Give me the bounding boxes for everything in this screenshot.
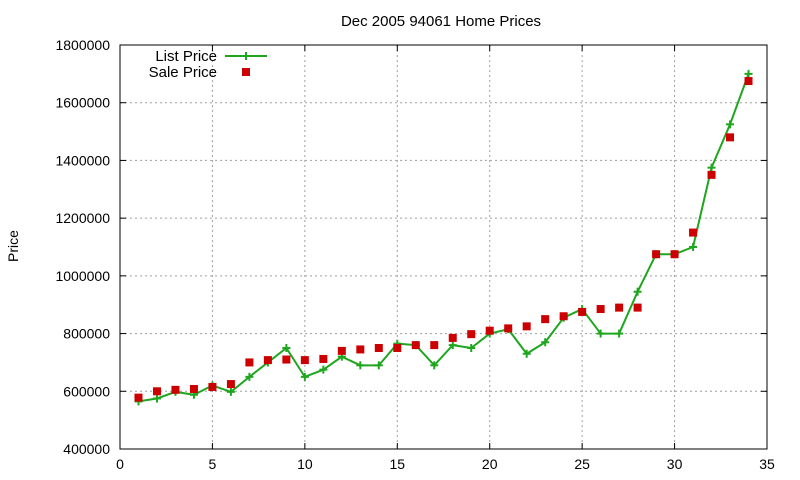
legend-label-list-price: List Price (155, 48, 217, 65)
sale-price-point (467, 330, 476, 339)
list-price-point (541, 338, 550, 347)
list-price-point (522, 349, 531, 358)
y-tick-label: 600000 (63, 383, 110, 399)
list-price-point (226, 387, 235, 396)
sale-price-point (171, 385, 180, 394)
x-tick-label: 30 (667, 456, 683, 472)
x-tick-label: 25 (574, 456, 590, 472)
sale-price-point (615, 303, 624, 312)
y-tick-label: 400000 (63, 441, 110, 457)
sale-price-point (208, 382, 217, 391)
sale-price-point (263, 356, 272, 365)
sale-price-point (670, 250, 679, 259)
sale-price-point (744, 77, 753, 86)
sale-price-point (356, 345, 365, 354)
list-price-line (138, 73, 750, 403)
list-price-point (356, 361, 365, 370)
x-tick-label: 10 (297, 456, 313, 472)
axis-ticks: 0 5 10 15 20 25 30 35 400000 600000 800000 1000000 1… (55, 37, 775, 472)
list-price-point (430, 361, 439, 370)
sale-price-point (522, 322, 531, 331)
sale-price-point (300, 356, 309, 365)
sale-price-point (134, 393, 143, 402)
list-price-point (245, 372, 254, 381)
plot-frame (119, 44, 768, 450)
list-price-point (633, 287, 642, 296)
sale-price-point (559, 312, 568, 321)
x-tick-label: 20 (482, 456, 498, 472)
sale-price-point (689, 228, 698, 237)
sale-price-point (393, 344, 402, 352)
list-price-point (689, 243, 698, 251)
sale-price-point (282, 355, 291, 364)
sale-price-point (152, 387, 161, 396)
y-axis-label: Price (5, 230, 21, 262)
x-tick-label: 15 (389, 456, 405, 472)
sale-price-point (578, 307, 587, 316)
list-price-point (300, 372, 309, 381)
x-tick-label: 0 (116, 456, 124, 472)
y-tick-label: 1600000 (55, 95, 110, 111)
sale-price-point (633, 303, 642, 312)
list-price-point (467, 344, 476, 352)
series-sale-price (134, 77, 753, 402)
series-list-price (134, 69, 753, 406)
list-price-point (744, 69, 753, 78)
list-price-point (448, 341, 457, 350)
sale-price-point (448, 333, 457, 342)
list-price-point (615, 329, 624, 338)
legend-marker-sale-price (242, 68, 250, 76)
sale-price-point (652, 250, 661, 259)
sale-price-point (337, 346, 346, 355)
sale-price-point (596, 305, 605, 314)
list-price-point (374, 361, 383, 370)
chart-title: Dec 2005 94061 Home Prices (341, 13, 541, 30)
y-tick-label: 1800000 (55, 37, 110, 53)
sale-price-point (541, 315, 550, 324)
x-tick-label: 35 (759, 456, 775, 472)
y-tick-label: 1000000 (55, 268, 110, 284)
sale-price-point (374, 344, 383, 352)
legend-label-sale-price: Sale Price (149, 64, 217, 81)
sale-price-point (485, 326, 494, 335)
sale-price-point (707, 170, 716, 179)
y-tick-label: 1400000 (55, 152, 110, 168)
sale-price-point (189, 384, 198, 393)
sale-price-point (245, 358, 254, 367)
sale-price-point (504, 324, 513, 333)
y-tick-label: 1200000 (55, 210, 110, 226)
sale-price-point (726, 133, 735, 142)
plot-series (134, 69, 753, 406)
list-price-point (707, 163, 716, 172)
list-price-point (282, 344, 291, 352)
list-price-point (596, 329, 605, 338)
list-price-point (726, 120, 735, 129)
list-price-point (319, 365, 328, 374)
grid (120, 45, 767, 449)
legend-marker-list-price (242, 52, 250, 60)
sale-price-point (226, 380, 235, 389)
list-price-point (152, 394, 161, 403)
y-tick-label: 800000 (63, 326, 110, 342)
sale-price-point (430, 341, 439, 350)
x-tick-label: 5 (209, 456, 217, 472)
sale-price-point (411, 341, 420, 350)
sale-price-point (319, 354, 328, 363)
